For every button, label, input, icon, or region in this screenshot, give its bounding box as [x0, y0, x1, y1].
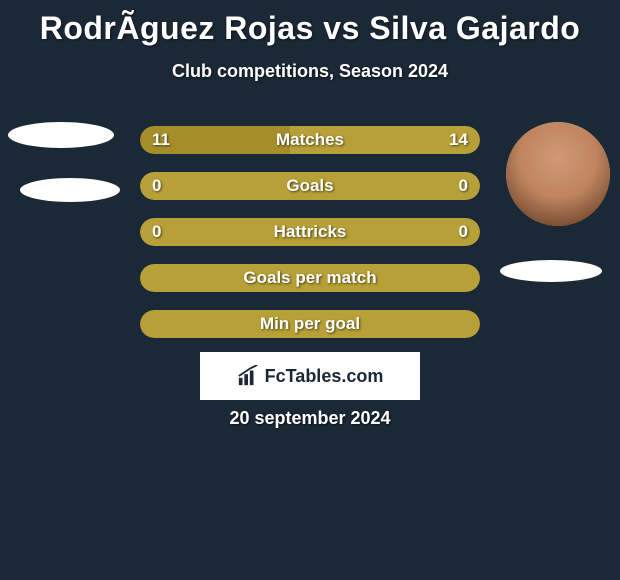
bar-value-left: 0: [152, 222, 161, 242]
bar-value-right: 0: [459, 222, 468, 242]
bar-row-min-per-goal: Min per goal: [140, 310, 480, 338]
bar-value-right: 0: [459, 176, 468, 196]
page-title: RodrÃ­guez Rojas vs Silva Gajardo: [0, 0, 620, 47]
bar-row-goals-per-match: Goals per match: [140, 264, 480, 292]
bar-value-left: 0: [152, 176, 161, 196]
bar-label: Matches: [276, 130, 344, 150]
avatar-right: [506, 122, 610, 226]
avatar-right-blob: [500, 260, 602, 282]
bar-row-hattricks: Hattricks 0 0: [140, 218, 480, 246]
bar-row-matches: Matches 11 14: [140, 126, 480, 154]
brand-text: FcTables.com: [265, 366, 384, 387]
brand-icon: [237, 365, 259, 387]
subtitle: Club competitions, Season 2024: [0, 61, 620, 82]
date-label: 20 september 2024: [0, 408, 620, 429]
avatar-right-face: [506, 122, 610, 226]
bar-row-goals: Goals 0 0: [140, 172, 480, 200]
comparison-bars: Matches 11 14 Goals 0 0 Hattricks 0 0 Goals per m…: [140, 126, 480, 356]
avatar-left-blob-2: [20, 178, 120, 202]
bar-label: Hattricks: [274, 222, 347, 242]
brand-box: FcTables.com: [200, 352, 420, 400]
bar-label: Min per goal: [260, 314, 360, 334]
bar-label: Goals per match: [243, 268, 376, 288]
bar-value-right: 14: [449, 130, 468, 150]
bar-label: Goals: [286, 176, 333, 196]
bar-value-left: 11: [152, 130, 170, 150]
avatar-left-blob-1: [8, 122, 114, 148]
